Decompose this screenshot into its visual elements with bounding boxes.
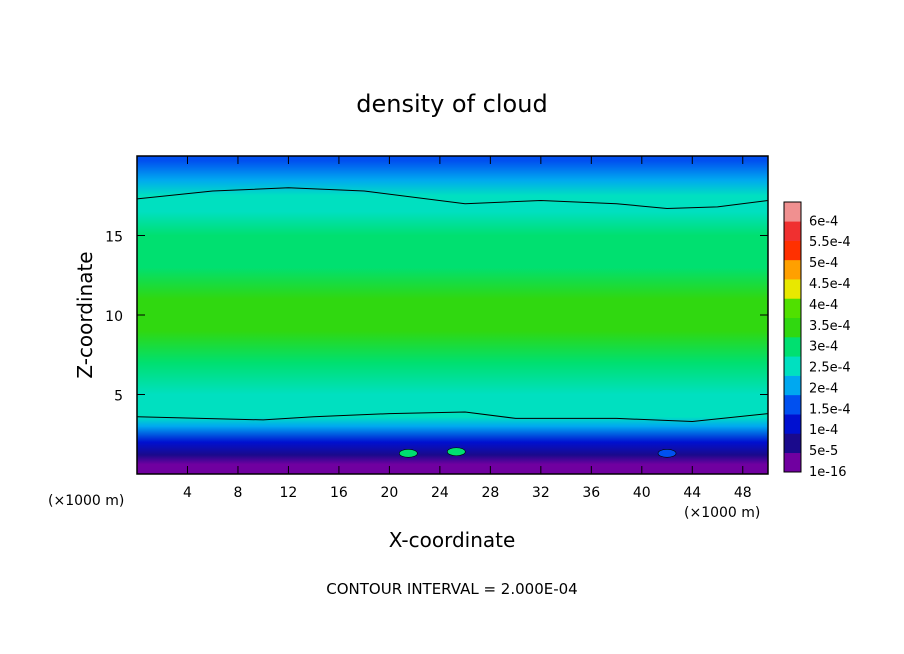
colorbar-label: 2e-4 [809,381,838,396]
colorbar-label: 2.5e-4 [809,361,851,376]
colorbar-label: 5e-5 [809,444,838,459]
colorbar-label: 1e-4 [809,423,838,438]
colorbar-swatch [784,317,801,338]
x-tick-label: 8 [233,485,242,501]
colorbar-swatch [784,259,801,280]
x-tick-label: 16 [330,485,348,501]
colorbar-swatch [784,433,801,454]
colorbar-label: 4.5e-4 [809,277,851,292]
x-tick-label: 28 [481,485,499,501]
y-axis-label: Z-coordinate [73,251,97,378]
colorbar-swatch [784,240,801,261]
feature-1 [446,447,466,457]
colorbar-label: 1.5e-4 [809,402,851,417]
colorbar-frame [783,201,802,473]
x-tick-label: 20 [380,485,398,501]
y-tick-label: 5 [114,389,123,405]
colorbar-swatch [784,356,801,376]
y-axis-ticks: 5 10 15 [105,230,768,405]
colorbar-swatch [784,375,801,396]
chart-title: density of cloud [356,90,547,118]
colorbar-swatch [784,221,801,241]
colorbar-swatch [784,337,801,357]
colorbar-label: 6e-4 [809,214,838,229]
x-tick-label: 4 [183,485,192,501]
colorbar-swatch [784,414,801,434]
colorbar-swatch [784,452,801,473]
y-tick-label: 15 [105,230,123,246]
contour-line-upper [137,187,768,210]
x-axis-unit: (×1000 m) [684,505,760,521]
colorbar-label: 5.5e-4 [809,235,851,250]
x-tick-label: 12 [280,485,298,501]
colorbar-label: 3.5e-4 [809,319,851,334]
colorbar-swatch [784,279,801,299]
feature-0 [399,449,418,458]
colorbar-swatch [784,394,801,415]
x-tick-label: 32 [532,485,550,501]
colorbar-label: 5e-4 [809,256,838,271]
x-tick-label: 40 [633,485,651,501]
x-tick-label: 36 [582,485,600,501]
x-axis-ticks: 4 8 12 16 20 24 28 32 36 40 44 48 [183,156,752,501]
contour-interval-note: CONTOUR INTERVAL = 2.000E-04 [326,580,577,598]
y-tick-label: 10 [105,309,123,325]
colorbar: 1e-16 5e-5 1e-4 1.5e-4 2e-4 2.5e-4 3e-4 3.5e-4 4… [783,201,851,480]
colorbar-label: 3e-4 [809,340,838,355]
colorbar-swatch [784,298,801,319]
x-axis-label: X-coordinate [389,528,516,552]
low-level-features [399,447,677,458]
x-tick-label: 48 [734,485,752,501]
x-tick-label: 24 [431,485,449,501]
contour-line-lower [137,411,768,423]
colorbar-swatch [784,202,801,222]
feature-2 [657,449,677,458]
x-tick-label: 44 [683,485,701,501]
density-field [137,156,768,474]
colorbar-label: 4e-4 [809,298,838,313]
colorbar-label: 1e-16 [809,465,847,480]
y-axis-unit: (×1000 m) [48,493,124,509]
